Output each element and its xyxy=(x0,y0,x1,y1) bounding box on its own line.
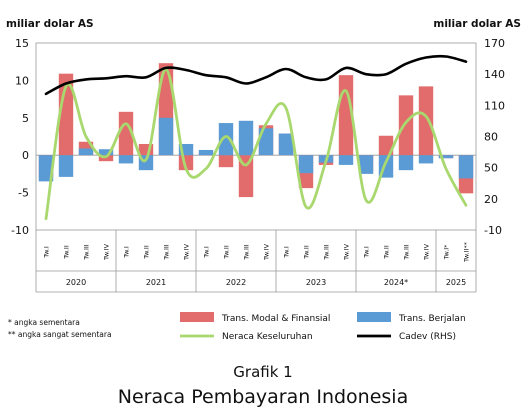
year-label: 2023 xyxy=(306,278,326,287)
quarter-label: Tw.III xyxy=(323,244,331,261)
bar-berjalan xyxy=(358,155,374,174)
right-tick-label: 20 xyxy=(484,193,498,206)
caption-title: Neraca Pembayaran Indonesia xyxy=(118,386,408,408)
quarter-label: Tw.II** xyxy=(463,241,471,263)
quarter-label: Tw.III xyxy=(163,244,171,261)
bar-berjalan xyxy=(198,149,214,156)
legend-label: Cadev (RHS) xyxy=(399,332,456,342)
quarter-label: Tw.IV xyxy=(183,243,191,261)
plot-frame xyxy=(35,42,477,231)
bar-modal-finansial xyxy=(218,155,234,168)
right-tick-label: 140 xyxy=(484,68,505,81)
line-neraca-keseluruhan xyxy=(44,67,468,221)
bar-berjalan xyxy=(118,155,134,164)
bar-berjalan xyxy=(258,128,274,156)
legend-label: Trans. Berjalan xyxy=(398,314,466,324)
quarter-label: Tw.I xyxy=(123,246,131,259)
lines-group xyxy=(44,54,468,221)
bar-berjalan xyxy=(278,133,294,156)
quarter-label: Tw.I xyxy=(203,246,211,259)
bar-berjalan xyxy=(38,155,54,182)
bars-group xyxy=(38,63,474,198)
bar-berjalan xyxy=(78,148,94,156)
quarter-label: Tw.IV xyxy=(343,243,351,261)
bar-berjalan xyxy=(218,123,234,156)
quarter-label: Tw.II xyxy=(143,245,151,260)
left-tick-label: 15 xyxy=(15,37,29,50)
bar-berjalan xyxy=(58,155,74,177)
right-axis-unit-label: miliar dolar AS xyxy=(433,18,521,30)
quarter-label: Tw.II xyxy=(63,245,71,260)
quarter-label: Tw.III xyxy=(403,244,411,261)
bar-berjalan xyxy=(158,117,174,156)
bar-berjalan xyxy=(418,155,434,164)
bar-berjalan xyxy=(438,155,454,159)
quarter-label: Tw.II xyxy=(383,245,391,260)
legend-label: Trans. Modal & Finansial xyxy=(221,314,330,324)
left-tick-label: 0 xyxy=(22,149,29,162)
quarter-label: Tw.I xyxy=(283,246,291,259)
bar-modal-finansial xyxy=(418,86,434,156)
note-preliminary: * angka sementara xyxy=(8,318,80,327)
quarter-label: Tw.IV xyxy=(423,243,431,261)
year-label: 2020 xyxy=(66,278,86,287)
bar-berjalan xyxy=(458,155,474,179)
right-tick-label: 50 xyxy=(484,162,498,175)
left-axis-unit-label: miliar dolar AS xyxy=(6,18,94,30)
quarter-label: Tw.I xyxy=(43,246,51,259)
bar-berjalan xyxy=(178,143,194,156)
year-label: 2021 xyxy=(146,278,166,287)
quarter-label: Tw.I* xyxy=(443,244,451,261)
bar-modal-finansial xyxy=(238,155,254,198)
quarter-label: Tw.II xyxy=(303,245,311,260)
quarter-label: Tw.III xyxy=(243,244,251,261)
right-tick-label: -10 xyxy=(484,224,502,237)
bar-berjalan xyxy=(238,120,254,156)
legend-swatch xyxy=(357,312,391,322)
year-label: 2025 xyxy=(446,278,466,287)
left-tick-label: 5 xyxy=(22,112,29,125)
left-tick-label: -5 xyxy=(18,187,29,200)
legend-swatch xyxy=(180,312,214,322)
right-tick-label: 80 xyxy=(484,131,498,144)
quarter-label: Tw.IV xyxy=(263,243,271,261)
legend-label: Neraca Keseluruhan xyxy=(222,332,313,342)
right-tick-label: 170 xyxy=(484,37,505,50)
quarter-label: Tw.II xyxy=(223,245,231,260)
legend: Trans. Modal & Finansial Trans. Berjalan N… xyxy=(180,312,466,342)
caption-figure-number: Grafik 1 xyxy=(233,363,292,381)
note-very-preliminary: ** angka sangat sementara xyxy=(8,330,112,339)
bar-berjalan xyxy=(398,155,414,171)
x-axis-group: Tw.I Tw.II Tw.III Tw.IV Tw.I Tw.II Tw.III Tw.IV… xyxy=(35,230,477,293)
left-tick-label: 10 xyxy=(15,74,29,87)
year-label: 2024* xyxy=(384,278,408,287)
quarter-label: Tw.I xyxy=(363,246,371,259)
bar-modal-finansial xyxy=(98,155,114,162)
bar-modal-finansial xyxy=(398,95,414,156)
line-cadev xyxy=(44,54,468,96)
right-tick-label: 110 xyxy=(484,99,505,112)
quarter-label: Tw.IV xyxy=(103,243,111,261)
bar-berjalan xyxy=(338,155,354,165)
left-tick-label: -10 xyxy=(11,224,29,237)
bar-berjalan xyxy=(298,155,314,174)
bar-modal-finansial xyxy=(138,143,154,156)
bar-berjalan xyxy=(98,149,114,156)
year-label: 2022 xyxy=(226,278,246,287)
quarter-label: Tw.III xyxy=(83,244,91,261)
bar-modal-finansial xyxy=(378,135,394,156)
bar-modal-finansial xyxy=(118,111,134,156)
